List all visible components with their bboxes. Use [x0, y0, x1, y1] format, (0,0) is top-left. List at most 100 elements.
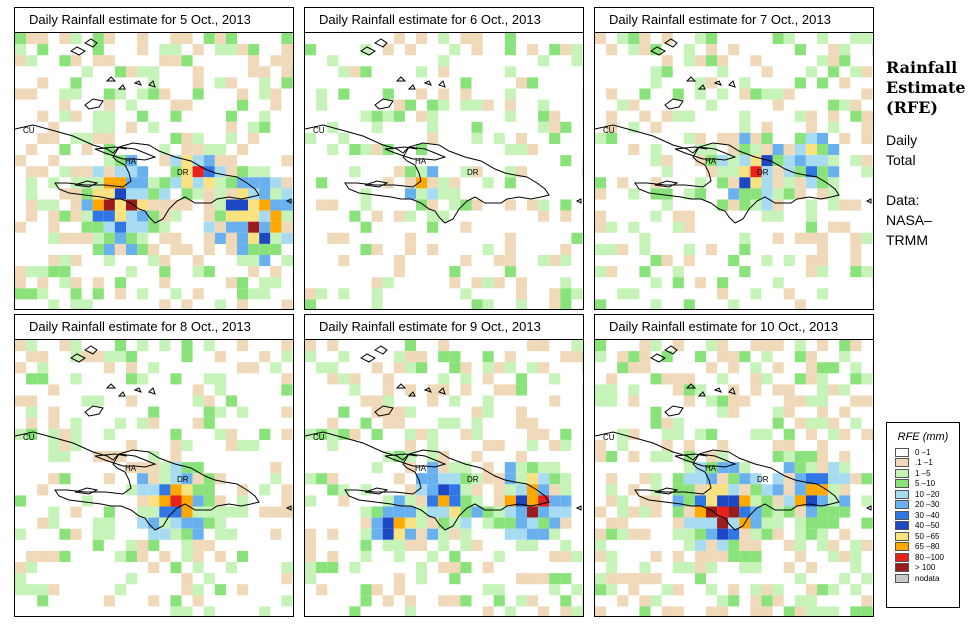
rainfall-cell [59, 88, 71, 100]
rainfall-cell [225, 188, 237, 200]
rainfall-cell [595, 550, 607, 562]
rainfall-cell [103, 428, 115, 440]
rainfall-cell [203, 221, 215, 233]
rainfall-cell [48, 210, 60, 222]
legend-swatch [895, 542, 909, 552]
rainfall-cell [281, 351, 293, 363]
rainfall-cell [170, 132, 182, 144]
rainfall-cell [794, 373, 806, 385]
rainfall-cell [259, 88, 271, 100]
rainfall-cell [805, 584, 817, 596]
rainfall-cell [449, 417, 461, 429]
rainfall-cell [504, 232, 516, 244]
rainfall-cell [538, 462, 550, 474]
rainfall-cell [628, 362, 640, 374]
rainfall-cell [872, 221, 873, 233]
rainfall-cell [15, 277, 27, 289]
rainfall-cell [772, 199, 784, 211]
rainfall-cell [170, 473, 182, 485]
rainfall-cell [683, 484, 695, 496]
rainfall-cell [828, 384, 840, 396]
rainfall-cell [416, 351, 428, 363]
rainfall-cell [861, 166, 873, 178]
rainfall-cell [794, 495, 806, 507]
rainfall-cell [270, 99, 282, 111]
rainfall-cell [549, 528, 561, 540]
rainfall-cell [225, 232, 237, 244]
legend-swatch [895, 573, 909, 583]
rainfall-cell [828, 462, 840, 474]
rainfall-cell [427, 528, 439, 540]
rainfall-cell [349, 428, 361, 440]
rainfall-cell [872, 362, 873, 374]
rainfall-cell [416, 539, 428, 551]
rainfall-cell [639, 110, 651, 122]
rainfall-cell [617, 288, 629, 300]
rainfall-cell [48, 406, 60, 418]
rainfall-cell [92, 232, 104, 244]
rainfall-cell [672, 528, 684, 540]
rainfall-cell [48, 584, 60, 596]
rainfall-cell [214, 188, 226, 200]
rainfall-cell [706, 166, 718, 178]
rainfall-cell [371, 299, 383, 309]
rainfall-cell [549, 473, 561, 485]
rainfall-cell [393, 255, 405, 267]
rainfall-cell [181, 473, 193, 485]
rainfall-cell [783, 495, 795, 507]
rainfall-cell [214, 177, 226, 189]
rainfall-cell [471, 484, 483, 496]
rainfall-cell [617, 506, 629, 518]
rainfall-cell [70, 288, 82, 300]
rainfall-cell [15, 155, 27, 167]
rainfall-cell [203, 232, 215, 244]
rainfall-cell [137, 539, 149, 551]
rainfall-cell [137, 188, 149, 200]
rainfall-cell [582, 166, 583, 178]
coastline [305, 124, 447, 161]
rainfall-cell [650, 406, 662, 418]
rainfall-cell [582, 362, 583, 374]
rainfall-cell [181, 550, 193, 562]
rainfall-cell [728, 132, 740, 144]
rainfall-cell [582, 88, 583, 100]
rainfall-cell [327, 362, 339, 374]
rainfall-cell [794, 451, 806, 463]
rfe-legend: RFE (mm) 0 –1.1 –1 1 –5 5 –10 10 –20 20 –30 3… [886, 422, 960, 608]
rainfall-cell [728, 462, 740, 474]
rainfall-cell [126, 266, 138, 278]
rainfall-cell [59, 33, 71, 45]
rainfall-cell [772, 384, 784, 396]
rainfall-cell [761, 66, 773, 78]
rainfall-cell [839, 351, 851, 363]
rainfall-cell [694, 155, 706, 167]
rainfall-cell [48, 439, 60, 451]
rainfall-cell [482, 462, 494, 474]
rainfall-cell [37, 517, 49, 529]
rainfall-cell [92, 210, 104, 222]
rainfall-cell [393, 573, 405, 585]
rainfall-cell [761, 144, 773, 156]
rainfall-cell [460, 462, 472, 474]
rainfall-cell [504, 166, 516, 178]
rainfall-cell [872, 266, 873, 278]
rainfall-cell [416, 66, 428, 78]
rainfall-cell [181, 340, 193, 352]
rainfall-cell [48, 221, 60, 233]
rainfall-cell [750, 550, 762, 562]
rainfall-cell [582, 66, 583, 78]
rainfall-cell [538, 473, 550, 485]
rainfall-cell [237, 188, 249, 200]
rainfall-cell [81, 132, 93, 144]
rainfall-cell [449, 573, 461, 585]
rainfall-cell [137, 166, 149, 178]
rainfall-cell [59, 99, 71, 111]
rainfall-cell [750, 517, 762, 529]
rainfall-cell [225, 166, 237, 178]
coastline [865, 198, 872, 204]
rainfall-cell [360, 395, 372, 407]
rainfall-cell [70, 277, 82, 289]
rainfall-cell [527, 44, 539, 56]
rainfall-cell [794, 528, 806, 540]
rainfall-cell [482, 584, 494, 596]
